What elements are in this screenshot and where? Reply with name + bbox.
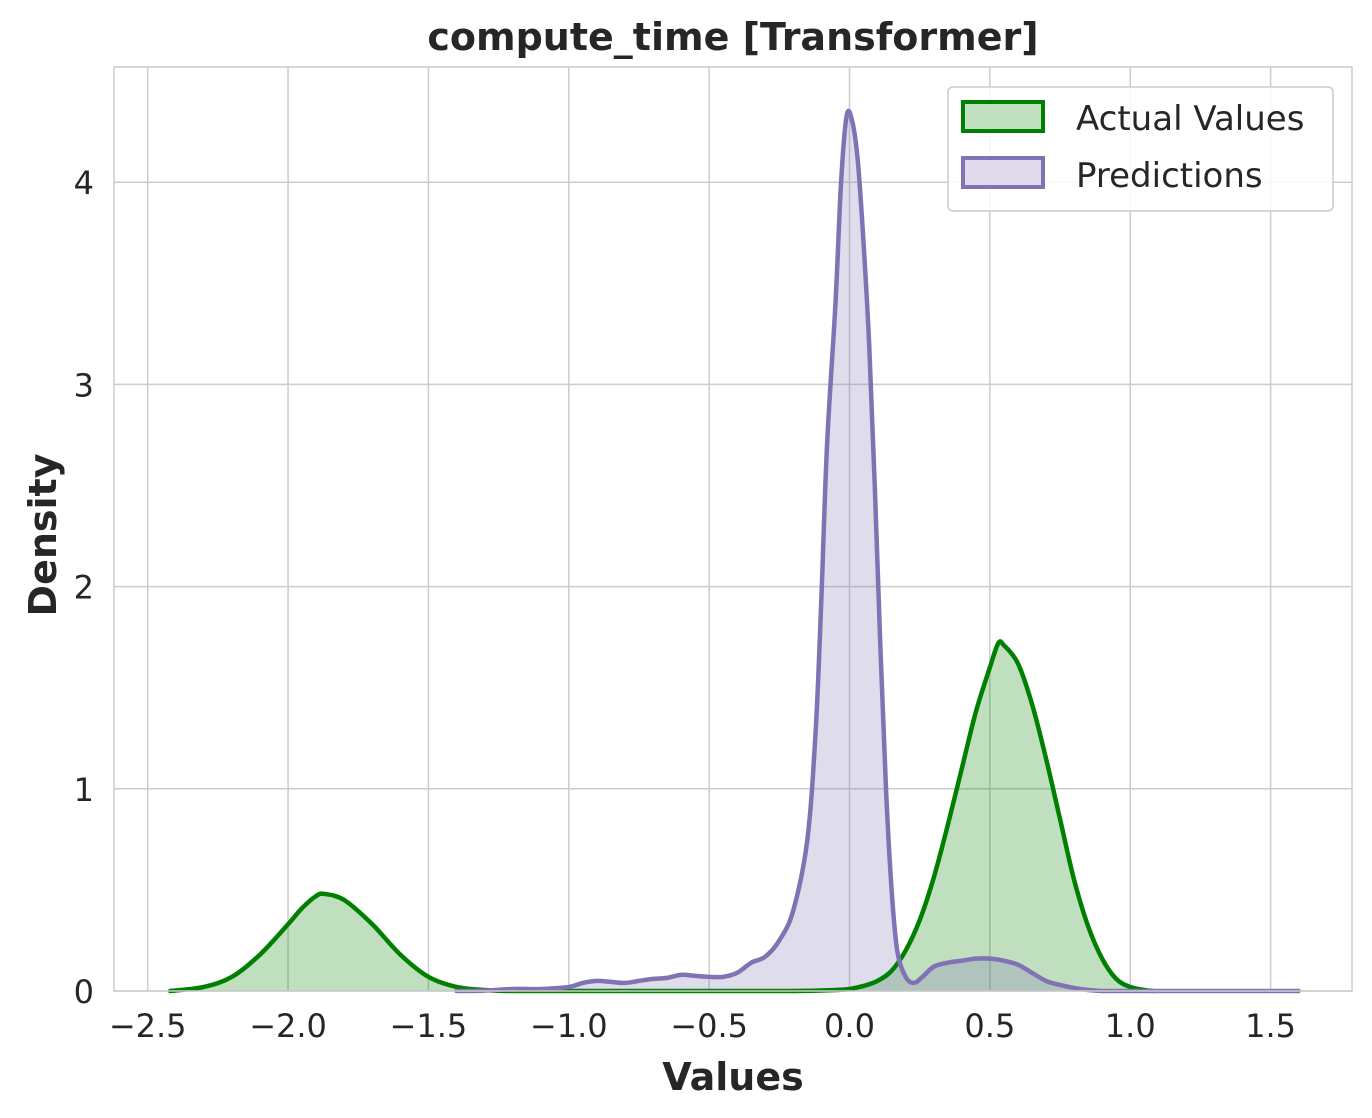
x-tick-label: −0.5 xyxy=(670,1007,748,1045)
y-tick-label: 3 xyxy=(74,366,94,404)
x-tick-label: −1.0 xyxy=(530,1007,608,1045)
series-area-predictions xyxy=(456,110,1299,991)
y-tick-label: 1 xyxy=(74,771,94,809)
series-lines xyxy=(167,108,1301,994)
legend-label-predictions: Predictions xyxy=(1076,156,1263,196)
x-tick-label: −2.0 xyxy=(249,1007,327,1045)
series-line-predictions xyxy=(454,108,1301,994)
x-tick-label: 1.0 xyxy=(1105,1007,1156,1045)
x-tick-label: −1.5 xyxy=(390,1007,468,1045)
legend-swatch-predictions xyxy=(961,156,1045,189)
legend: Actual Values Predictions xyxy=(947,86,1334,212)
x-tick-label: 0.0 xyxy=(824,1007,875,1045)
chart-title: compute_time [Transformer] xyxy=(427,15,1038,59)
series-fills xyxy=(170,110,1299,991)
plot-frame xyxy=(113,66,1353,992)
x-tick-label: −2.5 xyxy=(109,1007,187,1045)
x-tick-label: 0.5 xyxy=(964,1007,1015,1045)
x-axis-label: Values xyxy=(662,1055,803,1099)
y-tick-labels: 0 1 2 3 4 xyxy=(74,164,94,1011)
y-tick-label: 4 xyxy=(74,164,94,202)
series-area-actual-values xyxy=(170,641,1153,991)
y-axis-label: Density xyxy=(21,453,65,616)
x-tick-label: 1.5 xyxy=(1245,1007,1296,1045)
y-tick-label: 2 xyxy=(74,569,94,607)
legend-label-actual-values: Actual Values xyxy=(1076,99,1304,139)
plot-area xyxy=(114,67,1352,991)
series-line-actual-values xyxy=(167,639,1155,994)
y-tick-label: 0 xyxy=(74,973,94,1011)
series-layer xyxy=(167,108,1301,994)
legend-swatch-actual-values xyxy=(961,100,1045,133)
x-tick-labels: −2.5 −2.0 −1.5 −1.0 −0.5 0.0 0.5 1.0 1.5 xyxy=(109,1007,1296,1045)
